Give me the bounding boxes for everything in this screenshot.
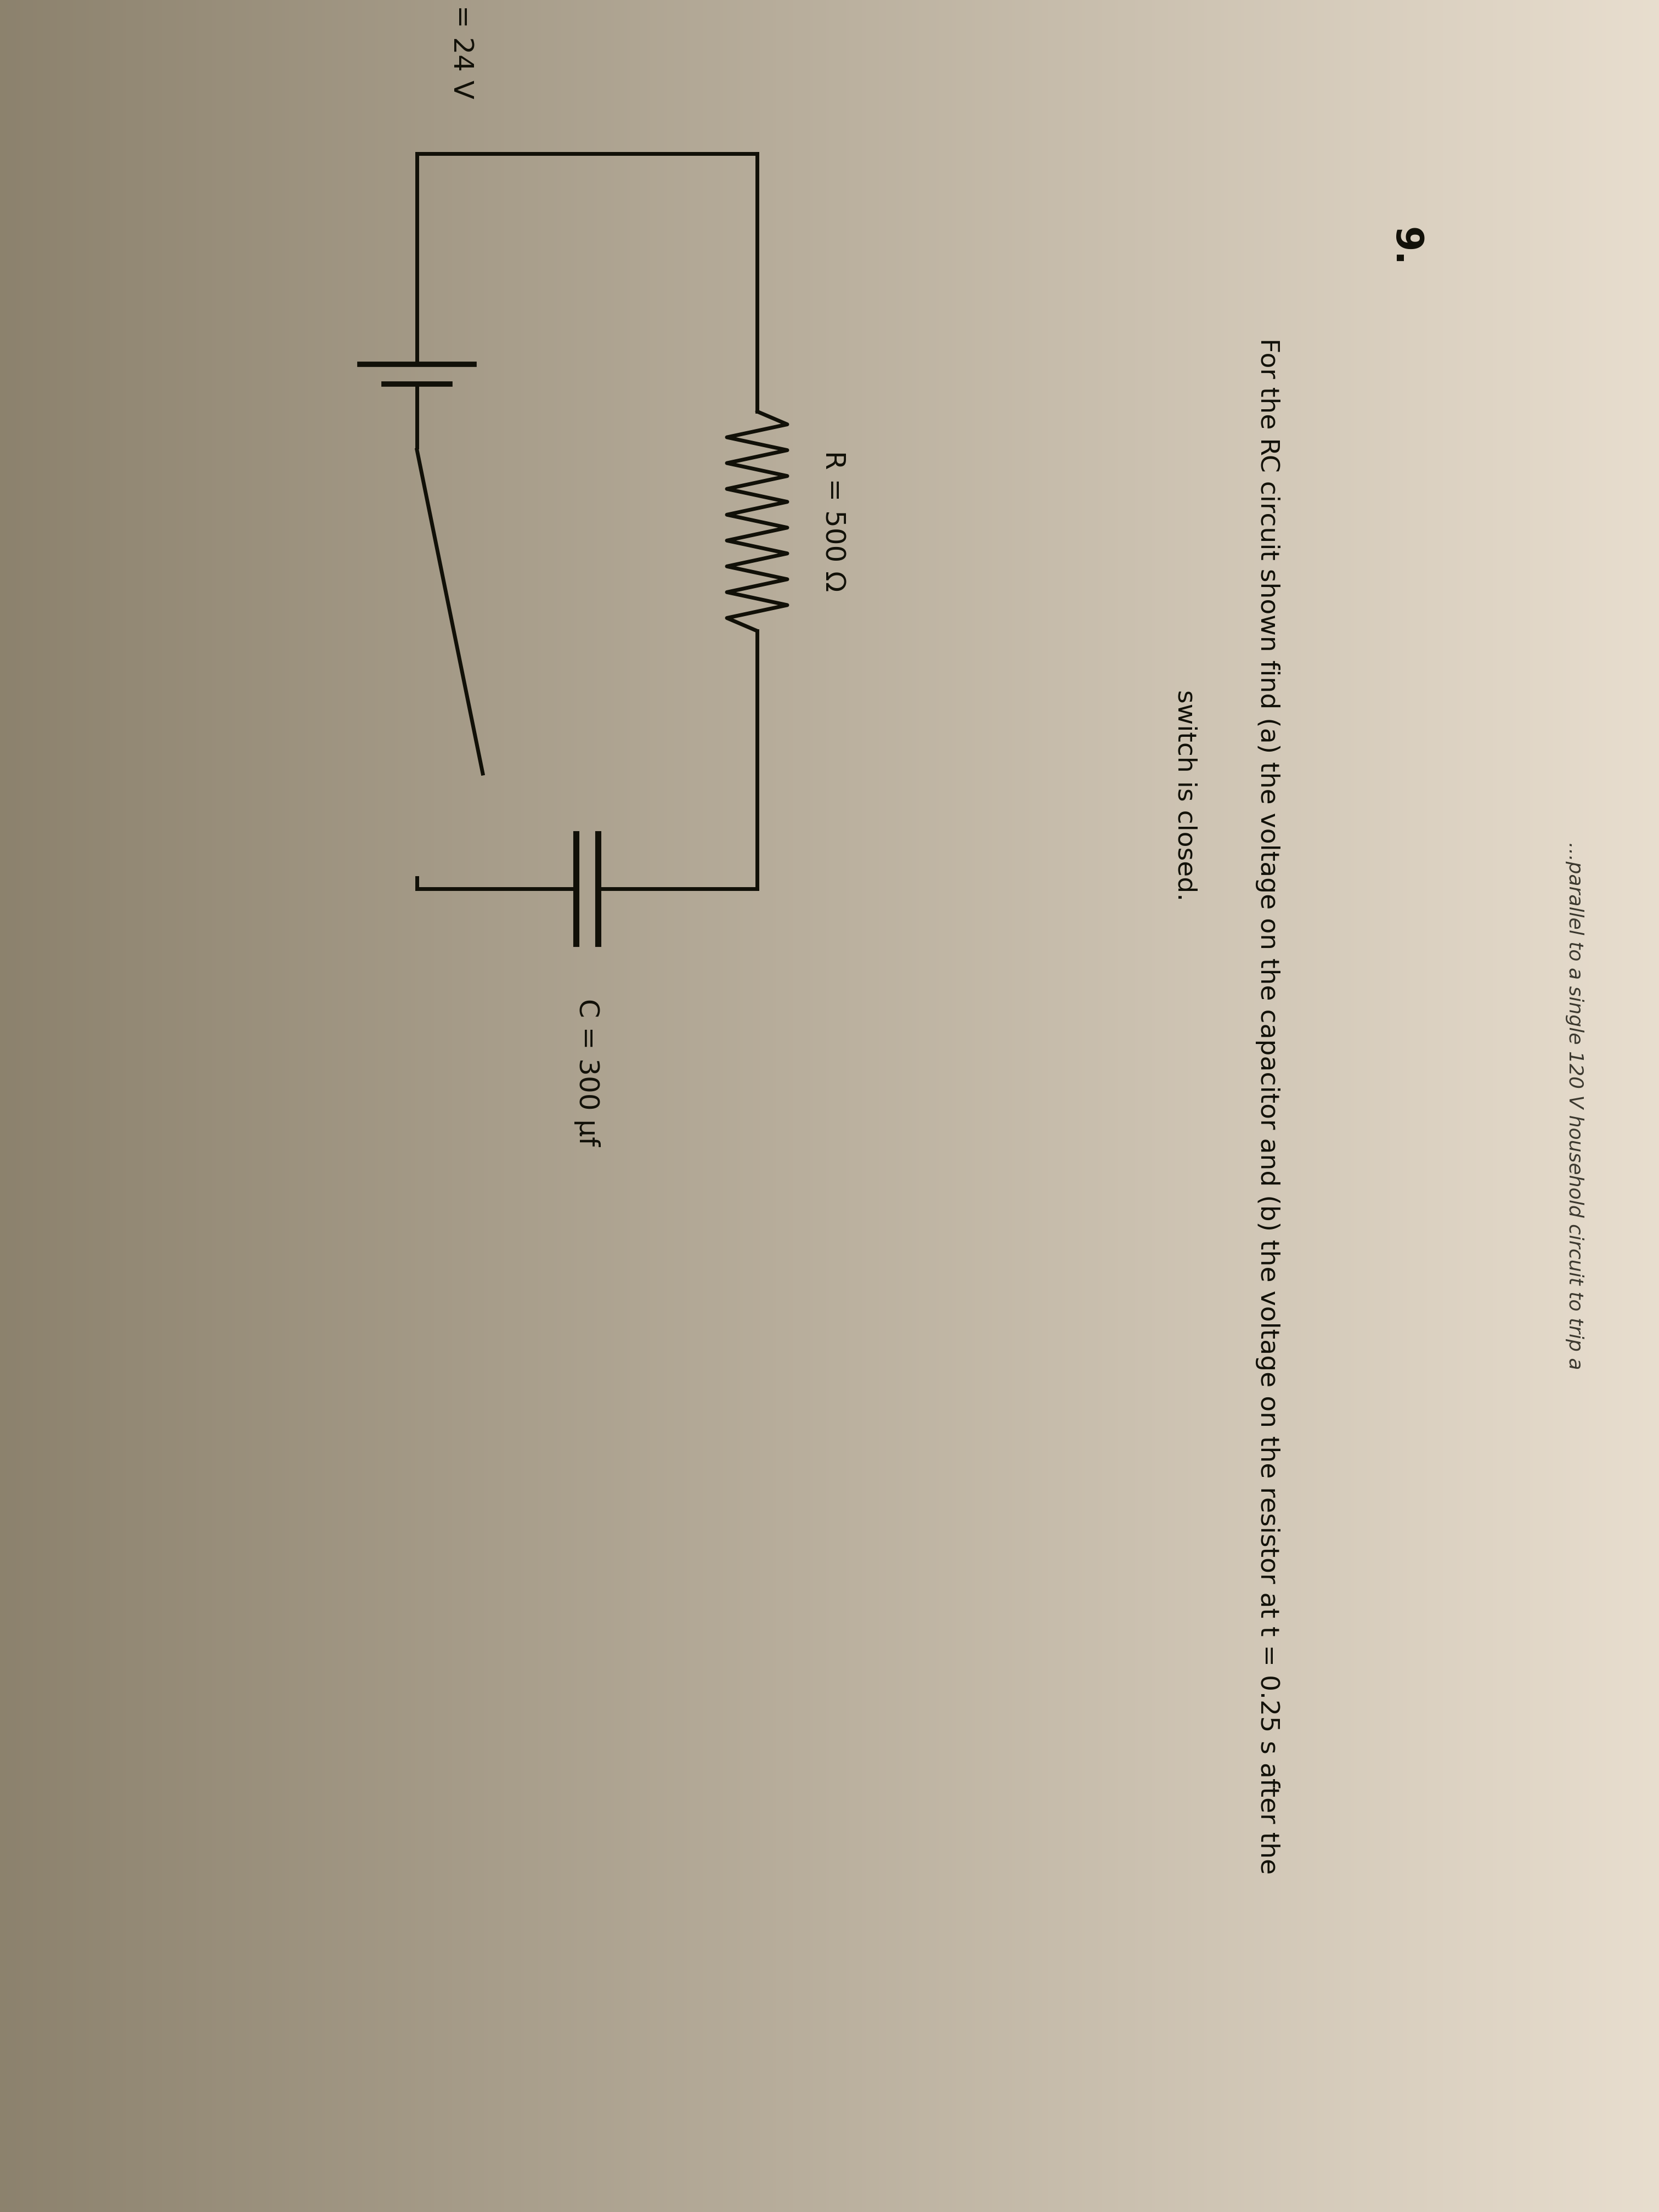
Text: 9.: 9.	[1387, 228, 1422, 265]
Text: ...parallel to a single 120 V household circuit to trip a: ...parallel to a single 120 V household …	[1564, 843, 1584, 1369]
Text: For the RC circuit shown find (a) the voltage on the capacitor and (b) the volta: For the RC circuit shown find (a) the vo…	[1254, 338, 1279, 1874]
Text: ε = 24 V: ε = 24 V	[448, 0, 474, 100]
Text: R = 500 Ω: R = 500 Ω	[820, 451, 846, 593]
Text: C = 300 μf: C = 300 μf	[574, 998, 601, 1146]
Text: switch is closed.: switch is closed.	[1173, 690, 1198, 900]
